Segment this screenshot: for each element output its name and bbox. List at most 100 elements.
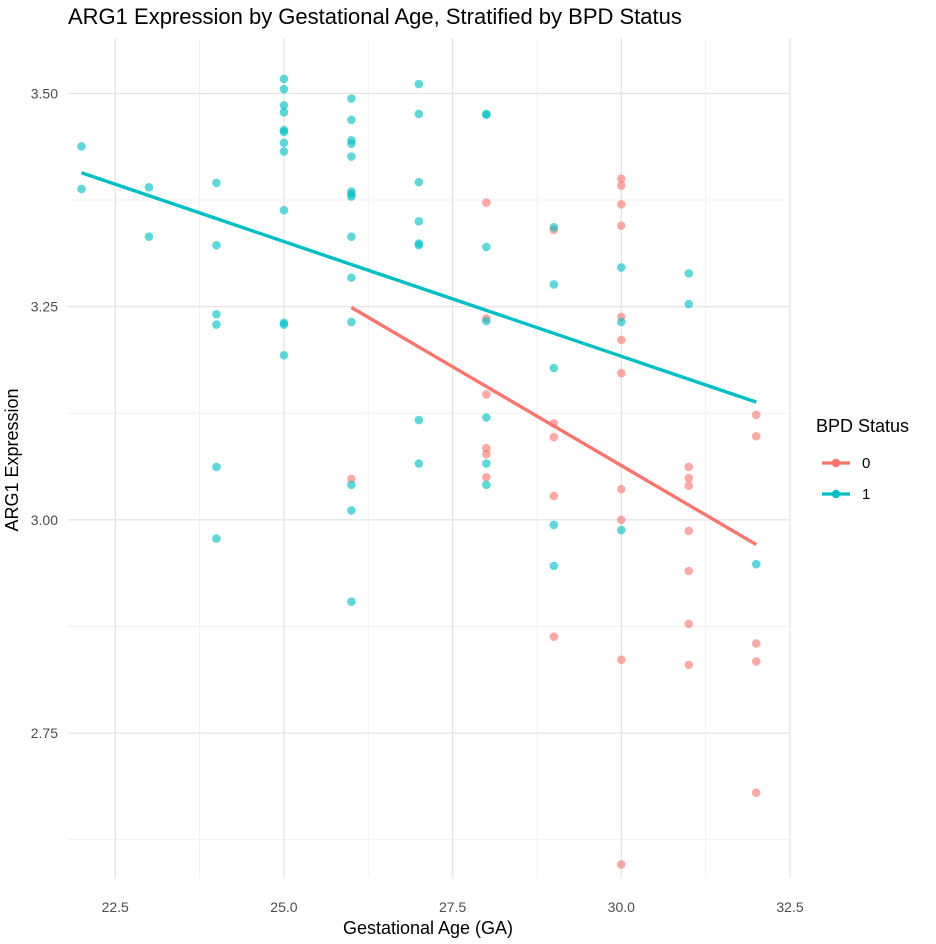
data-point-series-1 (279, 138, 289, 148)
data-point-series-1 (212, 240, 221, 250)
data-point-series-1 (347, 152, 356, 161)
data-point-series-1 (482, 242, 491, 252)
data-point-series-1 (482, 316, 491, 326)
data-point-series-1 (549, 280, 559, 289)
data-point-series-1 (279, 350, 289, 360)
data-point-series-1 (144, 182, 154, 192)
data-point-series-1 (684, 299, 694, 309)
data-point-series-1 (347, 115, 356, 125)
trend-line-series-0 (350, 306, 758, 547)
data-point-series-1 (482, 413, 491, 422)
data-point-series-1 (347, 192, 356, 201)
legend-item-0: 0 (822, 455, 870, 472)
data-point-series-1 (549, 520, 559, 530)
data-point-series-1 (279, 107, 289, 117)
data-point-series-0 (751, 410, 761, 420)
data-point-series-1 (279, 205, 289, 215)
data-point-series-0 (549, 491, 559, 501)
legend-label-0: 0 (862, 455, 870, 472)
data-point-series-1 (617, 263, 626, 272)
data-point-series-1 (414, 240, 424, 250)
legend: BPD Status 0 1 (816, 416, 909, 503)
data-point-series-1 (347, 273, 356, 282)
x-tick-label: 25.0 (270, 899, 297, 915)
y-tick-label: 3.00 (31, 512, 58, 528)
data-points (77, 74, 761, 869)
data-point-series-0 (617, 335, 626, 345)
data-point-series-1 (347, 597, 356, 606)
data-point-series-1 (212, 534, 221, 543)
data-point-series-1 (279, 84, 289, 94)
data-point-series-0 (684, 481, 694, 491)
data-point-series-1 (617, 317, 626, 327)
legend-title: BPD Status (816, 416, 909, 436)
data-point-series-0 (482, 198, 491, 207)
data-point-series-0 (347, 474, 356, 484)
data-point-series-0 (549, 632, 559, 641)
data-point-series-1 (414, 459, 424, 468)
data-point-series-0 (751, 657, 761, 666)
data-point-series-0 (482, 390, 491, 399)
data-point-series-1 (279, 147, 289, 156)
data-point-series-1 (279, 127, 289, 137)
y-tick-label: 3.50 (31, 85, 58, 101)
data-point-series-1 (347, 480, 356, 490)
grid (68, 38, 791, 878)
data-point-series-1 (549, 363, 559, 373)
data-point-series-0 (684, 526, 694, 536)
data-point-series-1 (617, 525, 626, 535)
data-point-series-1 (347, 94, 356, 103)
data-point-series-0 (482, 449, 491, 459)
data-point-series-1 (414, 217, 424, 226)
legend-label-1: 1 (862, 486, 870, 503)
y-tick-label: 3.25 (31, 299, 58, 315)
x-tick-label: 22.5 (102, 899, 129, 915)
data-point-series-0 (684, 566, 694, 576)
data-point-series-1 (414, 109, 424, 119)
y-axis-title: ARG1 Expression (2, 388, 22, 531)
data-point-series-0 (684, 619, 694, 629)
data-point-series-0 (617, 860, 626, 869)
data-point-series-0 (482, 443, 491, 453)
x-tick-label: 30.0 (608, 899, 635, 915)
data-point-series-0 (617, 199, 626, 209)
data-point-series-0 (549, 432, 559, 442)
x-tick-label: 27.5 (439, 899, 466, 915)
data-point-series-0 (751, 639, 761, 648)
chart-title: ARG1 Expression by Gestational Age, Stra… (68, 4, 682, 29)
data-point-series-1 (212, 310, 221, 319)
data-point-series-1 (482, 110, 491, 120)
data-point-series-0 (617, 484, 626, 494)
data-point-series-0 (684, 462, 694, 472)
data-point-series-1 (144, 232, 154, 242)
x-tick-label: 32.5 (776, 899, 803, 915)
data-point-series-0 (617, 221, 626, 230)
legend-key-point-0 (831, 458, 841, 468)
data-point-series-1 (482, 480, 491, 490)
trend-line-series-1 (80, 171, 757, 404)
data-point-series-0 (684, 473, 694, 483)
data-point-series-1 (751, 559, 761, 569)
x-axis-title: Gestational Age (GA) (343, 918, 513, 938)
legend-key-point-1 (831, 489, 841, 499)
data-point-series-0 (617, 655, 626, 664)
data-point-series-1 (684, 269, 694, 278)
data-point-series-0 (751, 431, 761, 441)
data-point-series-1 (549, 561, 559, 571)
data-point-series-0 (751, 788, 761, 798)
data-point-series-1 (279, 74, 289, 84)
data-point-series-1 (414, 415, 424, 425)
data-point-series-1 (347, 506, 356, 515)
data-point-series-1 (212, 178, 221, 188)
data-point-series-1 (212, 462, 221, 472)
data-point-series-0 (482, 472, 491, 482)
data-point-series-0 (617, 181, 626, 190)
data-point-series-1 (414, 177, 424, 187)
data-point-series-1 (482, 459, 491, 468)
data-point-series-1 (347, 317, 356, 327)
y-tick-label: 2.75 (31, 725, 58, 741)
data-point-series-1 (347, 232, 356, 242)
data-point-series-1 (77, 184, 86, 194)
data-point-series-1 (212, 320, 221, 329)
